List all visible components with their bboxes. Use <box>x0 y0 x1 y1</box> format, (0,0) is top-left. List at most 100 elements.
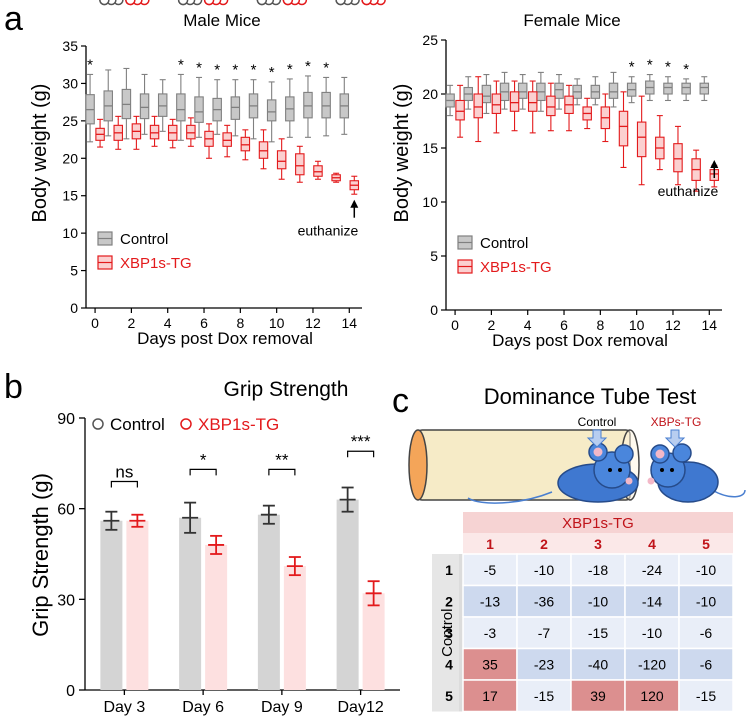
mouse-control <box>557 442 639 503</box>
table-row-sep <box>459 680 463 712</box>
table-cell-bg <box>570 647 626 681</box>
table-cell-bg <box>624 679 680 713</box>
male-control-day4-box <box>157 93 168 117</box>
grip-point-control <box>256 0 268 6</box>
female-y-tick-label: 20 <box>422 86 438 102</box>
female-y-tick-label: 10 <box>422 194 438 210</box>
table-col-index: 5 <box>702 536 710 552</box>
table-cell-bg <box>570 679 626 713</box>
male-y-tick-label: 5 <box>70 263 78 279</box>
table-col-index: 2 <box>540 536 548 552</box>
female-control-day13-box <box>681 82 691 95</box>
table-col-header-bg <box>463 512 733 533</box>
grip-bar-tg <box>205 544 228 690</box>
mouse-tg <box>647 443 719 503</box>
female-x-tick-label: 2 <box>487 317 495 333</box>
male-y-tick-label: 25 <box>62 113 78 129</box>
table-row-index: 1 <box>445 562 453 578</box>
male-y-tick-label: 0 <box>70 300 78 316</box>
grip-point-control <box>335 0 346 6</box>
table-cell-bg <box>462 679 518 713</box>
grip-point-tg <box>361 0 372 6</box>
table-cell-bg <box>678 584 734 618</box>
table-cell: -3 <box>484 625 497 641</box>
grip-bar-tg <box>126 520 149 690</box>
table-cell: 35 <box>482 656 498 672</box>
table-cell: -18 <box>588 562 608 578</box>
panel-label-c: c <box>392 382 409 420</box>
female-legend-tg: XBP1s-TG <box>480 259 552 276</box>
table-cell: -10 <box>534 562 554 578</box>
grip-y-tick-label: 90 <box>57 411 75 428</box>
male-y-tick-label: 30 <box>62 75 78 91</box>
grip-bar-control <box>179 517 202 690</box>
table-row-sep <box>459 585 463 617</box>
mouse-tg-eye2 <box>670 468 674 472</box>
table-cell-bg <box>678 553 734 587</box>
male-chart: 0 5 10 15 20 25 30 35 0 2 4 6 8 10 12 14 * * * * * * * * * * eutha… <box>62 38 362 331</box>
grip-legend-control: Control <box>110 415 165 434</box>
male-x-tick-label: 6 <box>200 315 208 331</box>
table-cell: -10 <box>588 593 608 609</box>
grip-ylabel: Grip Strength (g) <box>28 473 53 637</box>
table-row-index: 4 <box>445 656 453 672</box>
table-row-header-bg <box>432 554 463 712</box>
grip-sig-label: ** <box>275 450 289 469</box>
grip-title: Grip Strength <box>224 378 349 401</box>
grip-bar-control <box>100 520 123 690</box>
male-sig-star: * <box>214 62 220 79</box>
table-col-index: 1 <box>486 536 494 552</box>
male-sig-star: * <box>323 59 329 76</box>
male-tg-day9-box <box>258 141 269 159</box>
table-row-header: Control <box>439 609 456 657</box>
mouse-tail-control <box>467 491 553 504</box>
female-tg-day0-box <box>455 99 465 121</box>
female-legend-control: Control <box>480 235 528 252</box>
tube-label-control: Control <box>578 415 617 429</box>
grip-x-tick-label: Day 6 <box>182 699 224 716</box>
male-x-tick-label: 0 <box>91 315 99 331</box>
female-sig-star: * <box>629 59 635 76</box>
table-cell-bg <box>462 616 518 650</box>
grip-bar-control <box>257 514 280 690</box>
female-x-tick-label: 4 <box>524 317 532 333</box>
female-x-tick-label: 14 <box>702 317 718 333</box>
male-y-tick-label: 15 <box>62 188 78 204</box>
female-tg-day4-box <box>527 91 538 112</box>
table-cell: -10 <box>696 562 716 578</box>
mouse-control-eye <box>608 468 612 472</box>
grip-y-tick-label: 30 <box>57 592 75 609</box>
female-control-day12-box <box>663 82 673 95</box>
male-sig-star: * <box>287 61 293 78</box>
table-cell-bg <box>624 584 680 618</box>
grip-legend-marker-tg <box>180 418 192 430</box>
table-col-index: 3 <box>594 536 602 552</box>
tube-illustration: Control XBPs-TG <box>408 415 746 504</box>
mouse-control-nose <box>625 477 633 485</box>
mouse-tg-nose <box>647 477 655 485</box>
table-cell: -14 <box>642 593 662 609</box>
tube-title: Dominance Tube Test <box>484 384 696 409</box>
female-euthanize-arrow-head <box>710 160 719 169</box>
male-x-tick-label: 12 <box>305 315 321 331</box>
male-y-tick-label: 10 <box>62 225 78 241</box>
female-sig-star: * <box>647 57 653 74</box>
table-cell: -15 <box>696 688 716 704</box>
female-xlabel: Days post Dox removal <box>492 331 668 350</box>
male-control-day6-box <box>194 96 204 123</box>
table-row-index: 2 <box>445 593 453 609</box>
table-cell: -23 <box>534 656 554 672</box>
grip-x-tick-label: Day 9 <box>261 699 303 716</box>
mouse-tail-tg <box>711 489 746 498</box>
male-x-tick-label: 8 <box>236 315 244 331</box>
female-y-tick-label: 25 <box>422 32 438 48</box>
female-control-day14-box <box>699 82 710 95</box>
panel-label-a: a <box>4 0 23 38</box>
grip-point-tg <box>125 0 136 6</box>
male-tg-day12-box <box>313 165 323 177</box>
female-control-day4-box <box>517 82 528 99</box>
mouse-tg-eye <box>660 468 664 472</box>
male-x-tick-label: 10 <box>269 315 285 331</box>
tube-label-tg: XBPs-TG <box>651 415 702 429</box>
